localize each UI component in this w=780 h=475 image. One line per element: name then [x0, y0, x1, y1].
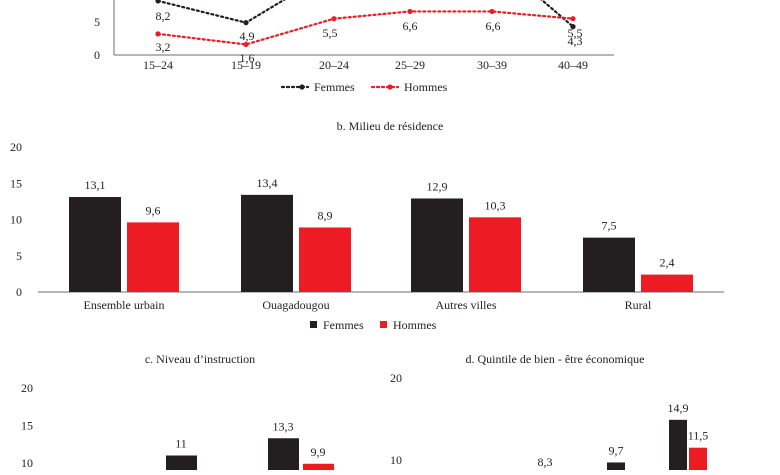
a-x-tick-label: 40–49: [558, 58, 588, 72]
b-y-tick-label: 15: [10, 176, 22, 190]
a-legend-marker-hommes: [387, 84, 393, 90]
a-point-hommes: [407, 8, 413, 15]
b-x-tick-label: Ensemble urbain: [84, 298, 165, 312]
b-data-label-hommes: 8,9: [318, 208, 333, 222]
c-y-tick-label: 20: [21, 381, 33, 395]
a-data-label-hommes: 6,6: [403, 19, 418, 33]
b-bar-femmes: [69, 197, 121, 292]
b-bar-hommes: [127, 222, 179, 292]
c-chart-title: c. Niveau d’instruction: [145, 352, 255, 366]
b-data-label-hommes: 2,4: [660, 256, 675, 270]
d-data-label-hommes: 11,5: [688, 429, 709, 443]
d-bar-femmes: [669, 419, 687, 470]
d-data-label-femmes: 9,7: [609, 443, 624, 457]
b-data-label-femmes: 7,5: [602, 219, 617, 233]
b-legend-swatch-femmes: [310, 321, 317, 328]
a-data-label-hommes: 1,6: [240, 51, 255, 65]
c-data-label-femmes: 11: [175, 437, 187, 451]
a-data-label-hommes: 6,6: [486, 19, 501, 33]
b-data-label-femmes: 12,9: [427, 179, 448, 193]
d-chart-title: d. Quintile de bien - être économique: [466, 352, 645, 366]
b-bar-femmes: [241, 194, 293, 292]
a-point-hommes: [570, 16, 576, 22]
a-point-femmes: [155, 0, 161, 4]
a-point-hommes: [243, 41, 249, 48]
b-bar-hommes: [641, 274, 693, 292]
a-data-label-hommes: 3,2: [156, 40, 171, 54]
a-point-hommes: [489, 8, 495, 15]
a-data-label-femmes: 4,3: [568, 34, 583, 48]
b-bar-hommes: [299, 227, 351, 292]
b-legend-label-hommes: Hommes: [393, 318, 437, 332]
a-x-tick-label: 15–19: [231, 58, 261, 72]
c-bar-hommes: [303, 463, 334, 470]
b-data-label-femmes: 13,1: [85, 178, 106, 192]
a-data-label-hommes: 5,5: [323, 26, 338, 40]
b-legend-label-femmes: Femmes: [323, 318, 364, 332]
a-x-tick-label: 20–24: [319, 58, 349, 72]
b-data-label-hommes: 10,3: [485, 198, 506, 212]
b-data-label-femmes: 13,4: [257, 176, 278, 190]
c-bar-femmes: [166, 455, 197, 470]
a-data-label-femmes: 8,2: [156, 9, 171, 23]
b-x-tick-label: Ouagadougou: [262, 298, 329, 312]
a-x-tick-label: 15–24: [143, 58, 173, 72]
a-point-femmes: [570, 24, 576, 30]
a-x-tick-label: 30–39: [477, 58, 507, 72]
b-x-tick-label: Autres villes: [436, 298, 497, 312]
d-bar-hommes: [689, 447, 707, 470]
b-bar-femmes: [411, 198, 463, 292]
b-x-tick-label: Rural: [625, 298, 652, 312]
a-point-hommes: [155, 31, 161, 37]
a-data-label-femmes: 4,9: [240, 29, 255, 43]
a-legend-label-femmes: Femmes: [314, 80, 355, 94]
a-series-line-hommes: [156, 10, 575, 46]
b-chart-title: b. Milieu de résidence: [337, 119, 444, 133]
a-point-femmes: [243, 20, 249, 26]
d-y-tick-label: 10: [390, 453, 402, 467]
c-data-label-femmes: 13,3: [273, 419, 294, 433]
c-y-tick-label: 10: [21, 456, 33, 470]
a-series-line-femmes: [156, 0, 575, 28]
a-data-label-hommes: 5,5: [568, 26, 583, 40]
a-y-tick-label: 0: [94, 48, 100, 62]
c-data-label-hommes: 9,9: [311, 445, 326, 459]
b-y-tick-label: 5: [16, 249, 22, 263]
b-bar-hommes: [469, 217, 521, 292]
d-bar-femmes: [607, 462, 625, 470]
c-bar-femmes: [268, 438, 299, 470]
d-data-label-femmes: 14,9: [668, 401, 689, 415]
a-legend-marker-femmes: [299, 84, 305, 90]
b-data-label-hommes: 9,6: [146, 203, 161, 217]
d-y-tick-label: 20: [390, 371, 402, 385]
b-y-tick-label: 20: [10, 140, 22, 154]
b-legend-swatch-hommes: [380, 321, 387, 328]
a-legend-label-hommes: Hommes: [404, 80, 448, 94]
a-point-hommes: [331, 16, 337, 22]
b-y-tick-label: 10: [10, 213, 22, 227]
b-y-tick-label: 0: [16, 285, 22, 299]
a-y-tick-label: 5: [94, 15, 100, 29]
a-x-tick-label: 25–29: [395, 58, 425, 72]
d-data-label-femmes: 8,3: [538, 455, 553, 469]
c-y-tick-label: 15: [21, 419, 33, 433]
b-bar-femmes: [583, 237, 635, 292]
